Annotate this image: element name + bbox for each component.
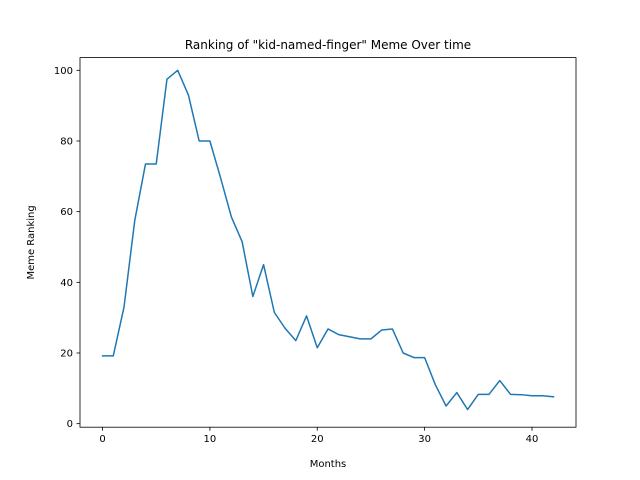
y-tick-label: 0 bbox=[67, 419, 73, 430]
y-tick-label: 80 bbox=[60, 136, 73, 147]
series-line-0 bbox=[101, 69, 555, 411]
plot-area bbox=[101, 69, 555, 411]
x-tick-label: 30 bbox=[418, 434, 431, 445]
x-tick-label: 0 bbox=[99, 434, 105, 445]
x-tick-label: 40 bbox=[526, 434, 539, 445]
x-tick-label: 20 bbox=[311, 434, 324, 445]
axis-ticks: 0 10 20 30 40 0 20 40 60 80 100 bbox=[54, 66, 538, 445]
x-tick-label: 10 bbox=[204, 434, 217, 445]
axes-frame bbox=[79, 57, 577, 428]
y-tick-label: 100 bbox=[54, 66, 73, 77]
y-tick-label: 20 bbox=[60, 348, 73, 359]
x-axis-title: Months bbox=[310, 459, 347, 470]
chart-title: Ranking of "kid-named-finger" Meme Over … bbox=[185, 38, 471, 52]
y-tick-label: 60 bbox=[60, 207, 73, 218]
y-axis-title: Meme Ranking bbox=[26, 205, 37, 279]
y-tick-label: 40 bbox=[60, 278, 73, 289]
